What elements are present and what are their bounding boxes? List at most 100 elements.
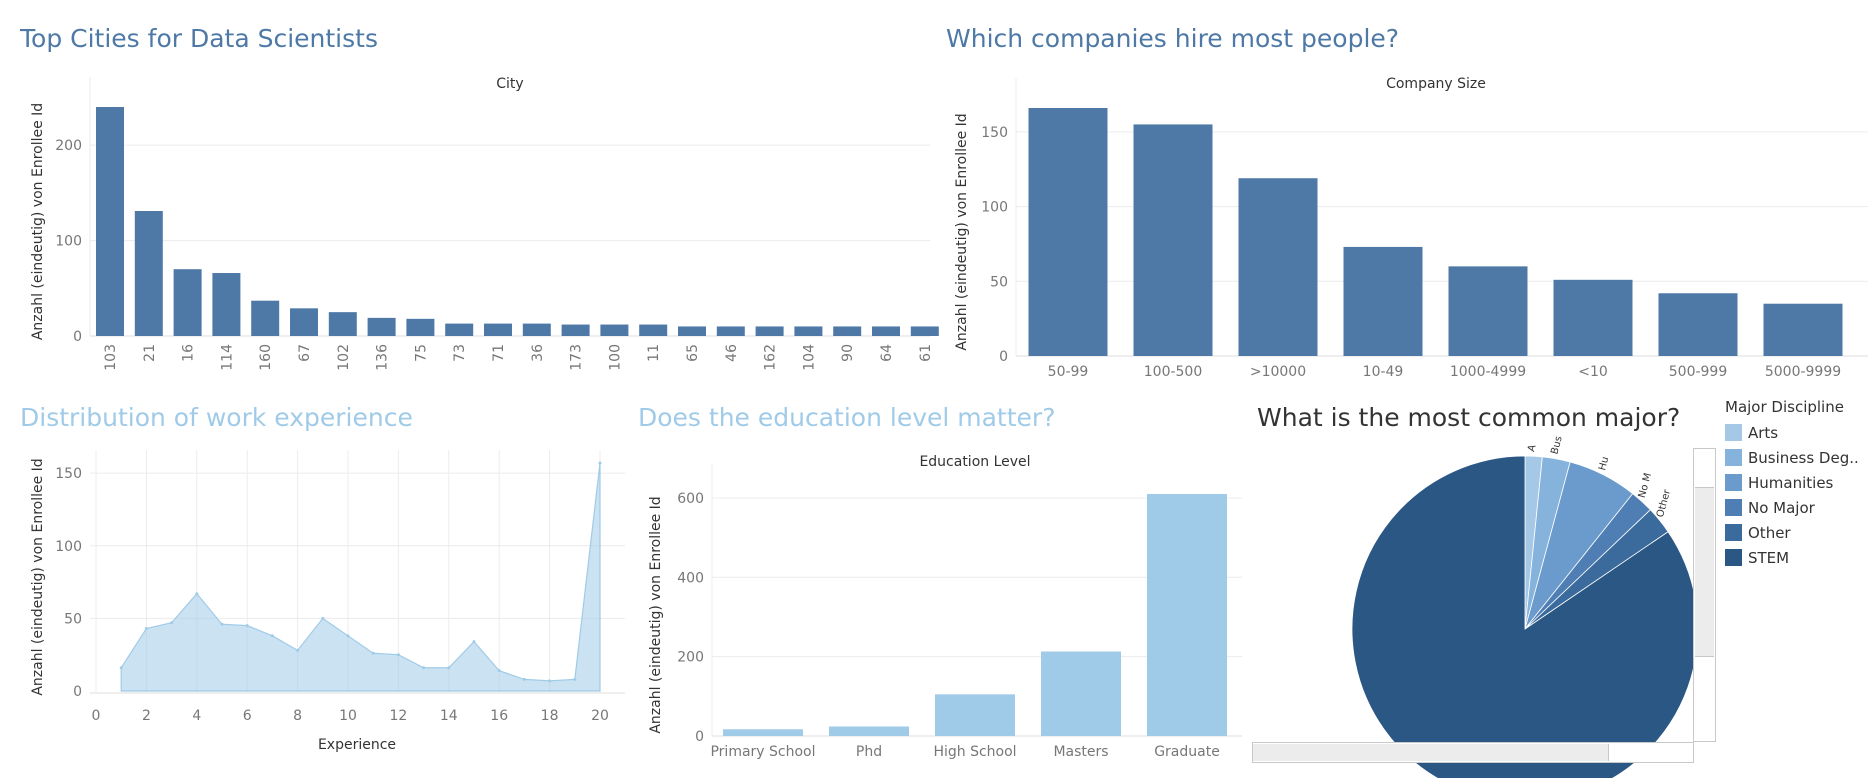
x-tick-label: 8 — [293, 708, 302, 724]
legend-title: Major Discipline — [1725, 398, 1844, 416]
legend-item[interactable]: Other — [1725, 520, 1859, 545]
pie-horizontal-scrollbar[interactable] — [1252, 742, 1694, 763]
x-tick-label: 61 — [918, 344, 934, 362]
x-tick-label: High School — [933, 744, 1016, 760]
bar[interactable] — [678, 326, 706, 336]
y-tick-label: 0 — [695, 729, 704, 745]
legend-swatch — [1725, 424, 1742, 441]
data-point[interactable] — [270, 634, 274, 638]
data-point[interactable] — [220, 622, 224, 626]
bar[interactable] — [522, 323, 551, 336]
data-point[interactable] — [195, 592, 199, 596]
bar[interactable] — [251, 300, 280, 336]
pie-horizontal-scroll-thumb[interactable] — [1253, 744, 1609, 761]
area-series[interactable] — [120, 462, 601, 692]
bar[interactable] — [755, 326, 784, 336]
legend-swatch — [1725, 499, 1742, 516]
bar[interactable] — [1448, 266, 1528, 356]
x-tick-label: 65 — [685, 344, 701, 362]
x-axis-label: Experience — [318, 737, 396, 753]
data-point[interactable] — [422, 666, 426, 670]
x-tick-label: 0 — [92, 708, 101, 724]
bar[interactable] — [910, 326, 939, 336]
x-tick-label: 46 — [724, 344, 740, 362]
data-point[interactable] — [548, 679, 552, 683]
bar[interactable] — [1133, 124, 1213, 356]
bar[interactable] — [716, 326, 745, 336]
bar[interactable] — [445, 323, 474, 336]
pie-vertical-scroll-thumb[interactable] — [1695, 487, 1714, 657]
slice-label: A — [1526, 443, 1538, 453]
bar[interactable] — [600, 324, 629, 336]
x-tick-label: 12 — [389, 708, 407, 724]
data-point[interactable] — [497, 669, 501, 673]
title-cities: Top Cities for Data Scientists — [20, 24, 378, 53]
legend-item[interactable]: Arts — [1725, 420, 1859, 445]
x-tick-label: 64 — [879, 344, 895, 362]
bar[interactable] — [367, 317, 396, 336]
bar[interactable] — [406, 318, 435, 336]
y-tick-label: 100 — [981, 200, 1008, 216]
data-point[interactable] — [396, 653, 400, 657]
bar[interactable] — [1041, 651, 1121, 736]
bar[interactable] — [1763, 303, 1843, 356]
bar[interactable] — [1147, 494, 1227, 736]
x-tick-label: 104 — [801, 344, 817, 371]
data-point[interactable] — [573, 677, 577, 681]
legend-label: Humanities — [1748, 473, 1834, 492]
bar[interactable] — [1238, 178, 1318, 356]
bar[interactable] — [833, 326, 862, 336]
x-tick-label: >10000 — [1250, 364, 1306, 380]
data-point[interactable] — [598, 461, 602, 465]
y-tick-label: 50 — [64, 611, 82, 627]
bar[interactable] — [935, 694, 1015, 736]
data-point[interactable] — [245, 624, 249, 628]
data-point[interactable] — [144, 627, 148, 631]
legend-item[interactable]: Humanities — [1725, 470, 1859, 495]
bar[interactable] — [1028, 108, 1108, 356]
bar[interactable] — [484, 323, 512, 336]
x-tick-label: 71 — [491, 344, 507, 362]
x-tick-label: 136 — [375, 344, 391, 371]
bar[interactable] — [328, 312, 357, 336]
x-tick-label: 18 — [541, 708, 559, 724]
bar[interactable] — [173, 269, 202, 336]
bar[interactable] — [134, 211, 163, 336]
bar[interactable] — [1553, 279, 1633, 356]
y-axis-label: Anzahl (eindeutig) von Enrollee Id — [648, 496, 664, 733]
data-point[interactable] — [346, 634, 350, 638]
data-point[interactable] — [522, 677, 526, 681]
bar[interactable] — [212, 273, 241, 336]
x-tick-label: 50-99 — [1048, 364, 1089, 380]
bar[interactable] — [723, 729, 803, 736]
x-tick-label: 16 — [490, 708, 508, 724]
y-axis-label: Anzahl (eindeutig) von Enrollee Id — [954, 113, 970, 350]
major-legend: Major Discipline Arts Business Deg.. Human… — [1725, 398, 1859, 570]
legend-item[interactable]: Business Deg.. — [1725, 445, 1859, 470]
bar[interactable] — [96, 107, 124, 336]
data-point[interactable] — [472, 640, 476, 644]
legend-item[interactable]: STEM — [1725, 545, 1859, 570]
legend-item[interactable]: No Major — [1725, 495, 1859, 520]
bar[interactable] — [639, 324, 668, 336]
data-point[interactable] — [296, 648, 300, 652]
data-point[interactable] — [371, 651, 375, 655]
slice-label: Bus — [1549, 435, 1564, 456]
data-point[interactable] — [447, 666, 451, 670]
chart-header: Company Size — [1386, 76, 1486, 92]
pie-vertical-scrollbar[interactable] — [1693, 448, 1716, 742]
data-point[interactable] — [170, 621, 174, 625]
bar[interactable] — [1658, 293, 1738, 356]
bar[interactable] — [794, 326, 823, 336]
data-point[interactable] — [321, 616, 325, 620]
y-axis-label: Anzahl (eindeutig) von Enrollee Id — [30, 458, 46, 695]
bar[interactable] — [872, 326, 900, 336]
x-tick-label: 160 — [258, 344, 274, 371]
y-tick-label: 100 — [55, 234, 82, 250]
data-point[interactable] — [119, 666, 123, 670]
bar[interactable] — [1343, 246, 1423, 356]
bar[interactable] — [290, 308, 318, 336]
bar[interactable] — [561, 324, 590, 336]
bar[interactable] — [829, 726, 909, 736]
pie-slice[interactable] — [1351, 455, 1699, 778]
